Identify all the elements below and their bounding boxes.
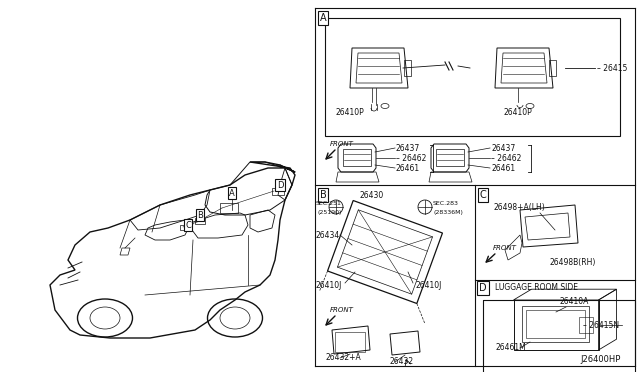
Text: J26400HP: J26400HP: [580, 356, 620, 365]
Text: – 26462: – 26462: [491, 154, 522, 163]
Text: 26430: 26430: [360, 190, 384, 199]
Text: SEC.251: SEC.251: [316, 201, 342, 205]
Text: D: D: [479, 283, 487, 293]
Text: FRONT: FRONT: [330, 307, 354, 313]
Text: 26410J: 26410J: [316, 280, 342, 289]
Text: SEC.283: SEC.283: [433, 201, 459, 205]
Text: FRONT: FRONT: [493, 245, 517, 251]
Text: 26410J: 26410J: [415, 280, 442, 289]
Text: 26432: 26432: [390, 357, 414, 366]
Text: (28336M): (28336M): [433, 209, 463, 215]
Bar: [579, 317, 593, 333]
Text: FRONT: FRONT: [330, 141, 354, 147]
Bar: [220, 203, 238, 213]
Text: (25190): (25190): [318, 209, 342, 215]
Bar: [549, 60, 556, 76]
Text: A: A: [320, 13, 326, 23]
Text: B: B: [319, 190, 326, 200]
Text: – 26415: – 26415: [597, 64, 627, 73]
Text: LUGGAGE ROOM SIDE: LUGGAGE ROOM SIDE: [495, 283, 578, 292]
Text: 26461M: 26461M: [495, 343, 525, 353]
Text: 26434: 26434: [316, 231, 340, 240]
Bar: [272, 188, 284, 195]
Bar: [513, 300, 598, 350]
Text: B: B: [197, 211, 203, 219]
Text: 26410P: 26410P: [504, 108, 532, 116]
Bar: [522, 306, 589, 342]
Text: A: A: [229, 189, 235, 198]
Text: 26432+A: 26432+A: [325, 353, 361, 362]
Bar: [483, 300, 635, 372]
Text: 26498B(RH): 26498B(RH): [550, 257, 596, 266]
Text: D: D: [276, 180, 284, 189]
Text: – 26415N: – 26415N: [583, 321, 619, 330]
Text: 26498+A(LH): 26498+A(LH): [493, 202, 545, 212]
Text: C: C: [479, 190, 486, 200]
Bar: [404, 60, 411, 76]
Text: – 26462: – 26462: [396, 154, 426, 163]
Bar: [525, 310, 584, 338]
Text: 26410P: 26410P: [335, 108, 364, 116]
Text: 26437: 26437: [396, 144, 420, 153]
Bar: [325, 18, 620, 136]
Text: 26461: 26461: [491, 164, 515, 173]
Text: 26410A: 26410A: [560, 298, 589, 307]
Bar: [195, 218, 205, 224]
Text: 26461: 26461: [396, 164, 420, 173]
Text: C: C: [185, 221, 191, 230]
Bar: [335, 332, 365, 352]
Bar: [180, 225, 188, 230]
Text: 26437: 26437: [491, 144, 515, 153]
